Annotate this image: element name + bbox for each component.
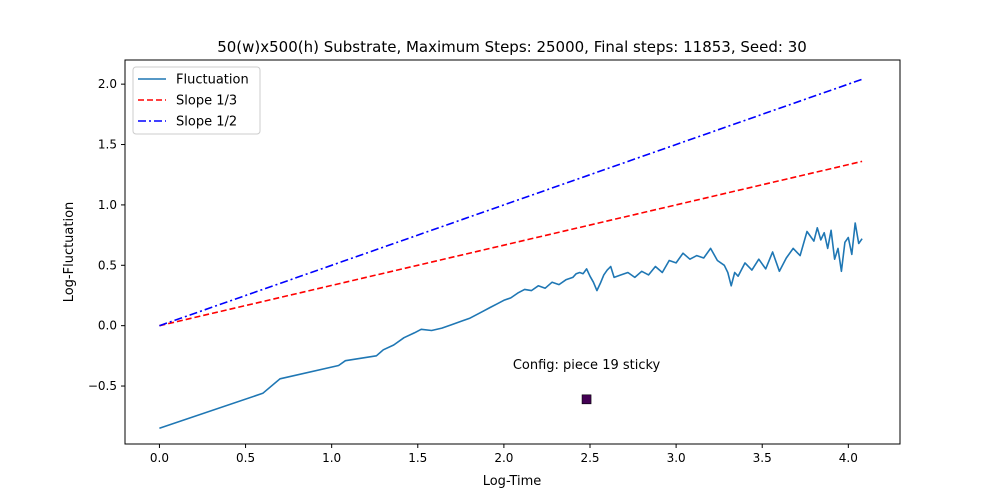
y-tick-label: 2.0	[98, 77, 117, 91]
x-axis-label: Log-Time	[483, 474, 542, 489]
x-tick-label: 3.0	[667, 451, 686, 465]
series-line-1	[159, 160, 863, 327]
x-tick-label: 1.0	[322, 451, 341, 465]
axes-frame	[124, 59, 901, 445]
x-tick-label: 2.0	[494, 451, 513, 465]
x-tick-label: 3.5	[753, 451, 772, 465]
legend-label-0: Fluctuation	[176, 73, 249, 88]
config-annotation: Config: piece 19 sticky	[513, 358, 661, 373]
chart-title: 50(w)x500(h) Substrate, Maximum Steps: 2…	[217, 38, 807, 56]
x-tick-label: 2.5	[580, 451, 599, 465]
y-tick-label: 1.0	[98, 198, 117, 212]
x-tick-label: 1.5	[408, 451, 427, 465]
y-tick-label: 0.0	[98, 319, 117, 333]
series-layer	[159, 78, 863, 430]
series-line-0	[159, 222, 863, 430]
x-tick-label: 0.0	[150, 451, 169, 465]
legend-box	[132, 66, 261, 135]
legend: Fluctuation Slope 1/3 Slope 1/2	[132, 66, 261, 135]
y-tick-label: 0.5	[98, 258, 117, 272]
x-tick-label: 4.0	[839, 451, 858, 465]
legend-label-2: Slope 1/2	[176, 115, 237, 130]
config-marker	[581, 394, 592, 405]
x-axis: 0.0 0.5 1.0 1.5 2.0 2.5 3.0 3.5 4.0	[150, 444, 858, 465]
y-axis-label: Log-Fluctuation	[62, 202, 77, 303]
y-axis: −0.5 0.0 0.5 1.0 1.5 2.0	[88, 77, 125, 393]
y-tick-label: 1.5	[98, 138, 117, 152]
x-tick-label: 0.5	[236, 451, 255, 465]
y-tick-label: −0.5	[88, 379, 117, 393]
legend-label-1: Slope 1/3	[176, 94, 237, 109]
plot-area	[124, 59, 901, 445]
series-line-2	[159, 78, 863, 327]
